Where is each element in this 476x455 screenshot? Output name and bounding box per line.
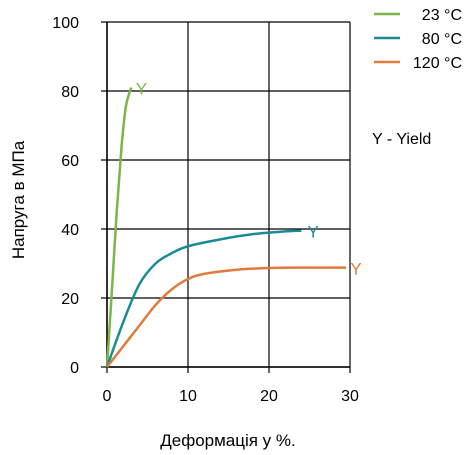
legend-label-1: 80 °C bbox=[422, 31, 462, 48]
grid-lines bbox=[106, 21, 351, 368]
legend-label-0: 23 °C bbox=[422, 7, 462, 24]
data-series: Y Y Y bbox=[105, 80, 362, 368]
x-axis-title: Деформація у %. bbox=[160, 431, 296, 450]
legend-label-2: 120 °C bbox=[413, 55, 462, 72]
y-tick-label: 0 bbox=[70, 360, 79, 377]
axes bbox=[101, 21, 351, 373]
series-line-2 bbox=[106, 266, 346, 368]
y-tick-label: 40 bbox=[61, 222, 79, 239]
x-tick-label: 20 bbox=[260, 388, 278, 405]
series-line-0 bbox=[105, 87, 133, 368]
series-line-1 bbox=[105, 229, 302, 368]
yield-marker-2: Y bbox=[350, 260, 361, 279]
x-tick-label: 0 bbox=[103, 388, 112, 405]
x-tick-label: 30 bbox=[341, 388, 359, 405]
tick-labels: 0 20 40 60 80 100 0 10 20 30 bbox=[52, 15, 359, 405]
yield-marker-1: Y bbox=[307, 223, 318, 242]
y-tick-label: 80 bbox=[61, 84, 79, 101]
y-tick-label: 100 bbox=[52, 15, 79, 32]
y-axis-title: Напруга в МПа bbox=[9, 140, 28, 259]
yield-marker-0: Y bbox=[136, 80, 147, 99]
y-tick-label: 20 bbox=[61, 291, 79, 308]
legend: 23 °C 80 °C 120 °C bbox=[374, 7, 462, 72]
yield-note: Y - Yield bbox=[372, 131, 431, 148]
x-tick-label: 10 bbox=[179, 388, 197, 405]
y-tick-label: 60 bbox=[61, 153, 79, 170]
